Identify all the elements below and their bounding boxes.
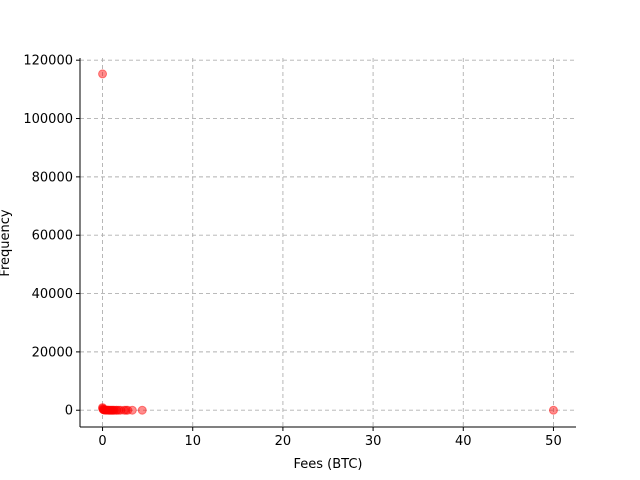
x-tick-label: 40 (455, 434, 472, 449)
y-tick-label: 120000 (23, 54, 73, 69)
x-tick-label: 20 (275, 434, 292, 449)
scatter-point (99, 405, 109, 415)
scatter-point (105, 405, 115, 415)
y-tick-label: 60000 (32, 229, 73, 244)
scatter-point (123, 405, 133, 415)
scatter-point (98, 404, 108, 414)
scatter-point (114, 405, 124, 415)
x-tick-label: 30 (365, 434, 382, 449)
x-ticks: 0 10 20 30 40 50 (98, 427, 562, 449)
scatter-point (107, 405, 117, 415)
y-tick-label: 40000 (32, 287, 73, 302)
y-tick-label: 80000 (32, 170, 73, 185)
scatter-point (137, 405, 147, 415)
scatter-point (107, 405, 117, 415)
scatter-point (98, 405, 108, 415)
x-tick-label: 50 (545, 434, 562, 449)
scatter-point (100, 405, 110, 415)
scatter-point (98, 403, 108, 413)
scatter-point (98, 403, 108, 413)
x-axis-label: Fees (BTC) (294, 457, 363, 472)
grid-lines (80, 58, 576, 427)
scatter-point (112, 405, 122, 415)
scatter-point (101, 405, 111, 415)
scatter-point (99, 405, 109, 415)
x-tick-label: 10 (184, 434, 201, 449)
scatter-point (102, 405, 112, 415)
y-tick-label: 100000 (23, 112, 73, 127)
axes (79, 58, 576, 428)
scatter-point (119, 405, 129, 415)
y-tick-label: 20000 (32, 345, 73, 360)
y-axis-label: Frequency (0, 209, 13, 276)
scatter-point (127, 405, 137, 415)
x-tick-label: 0 (98, 434, 106, 449)
scatter-point (103, 405, 113, 415)
y-tick-label: 0 (65, 404, 73, 419)
scatter-point (106, 405, 116, 415)
scatter-point (121, 405, 131, 415)
scatter-point (98, 69, 108, 79)
scatter-point (548, 405, 558, 415)
data-points (98, 69, 558, 415)
scatter-point (116, 405, 126, 415)
scatter-point (109, 405, 119, 415)
y-ticks: 0 20000 40000 60000 80000 100000 120000 (23, 54, 80, 419)
scatter-point (111, 405, 121, 415)
scatter-point (104, 405, 114, 415)
scatter-point (108, 405, 118, 415)
